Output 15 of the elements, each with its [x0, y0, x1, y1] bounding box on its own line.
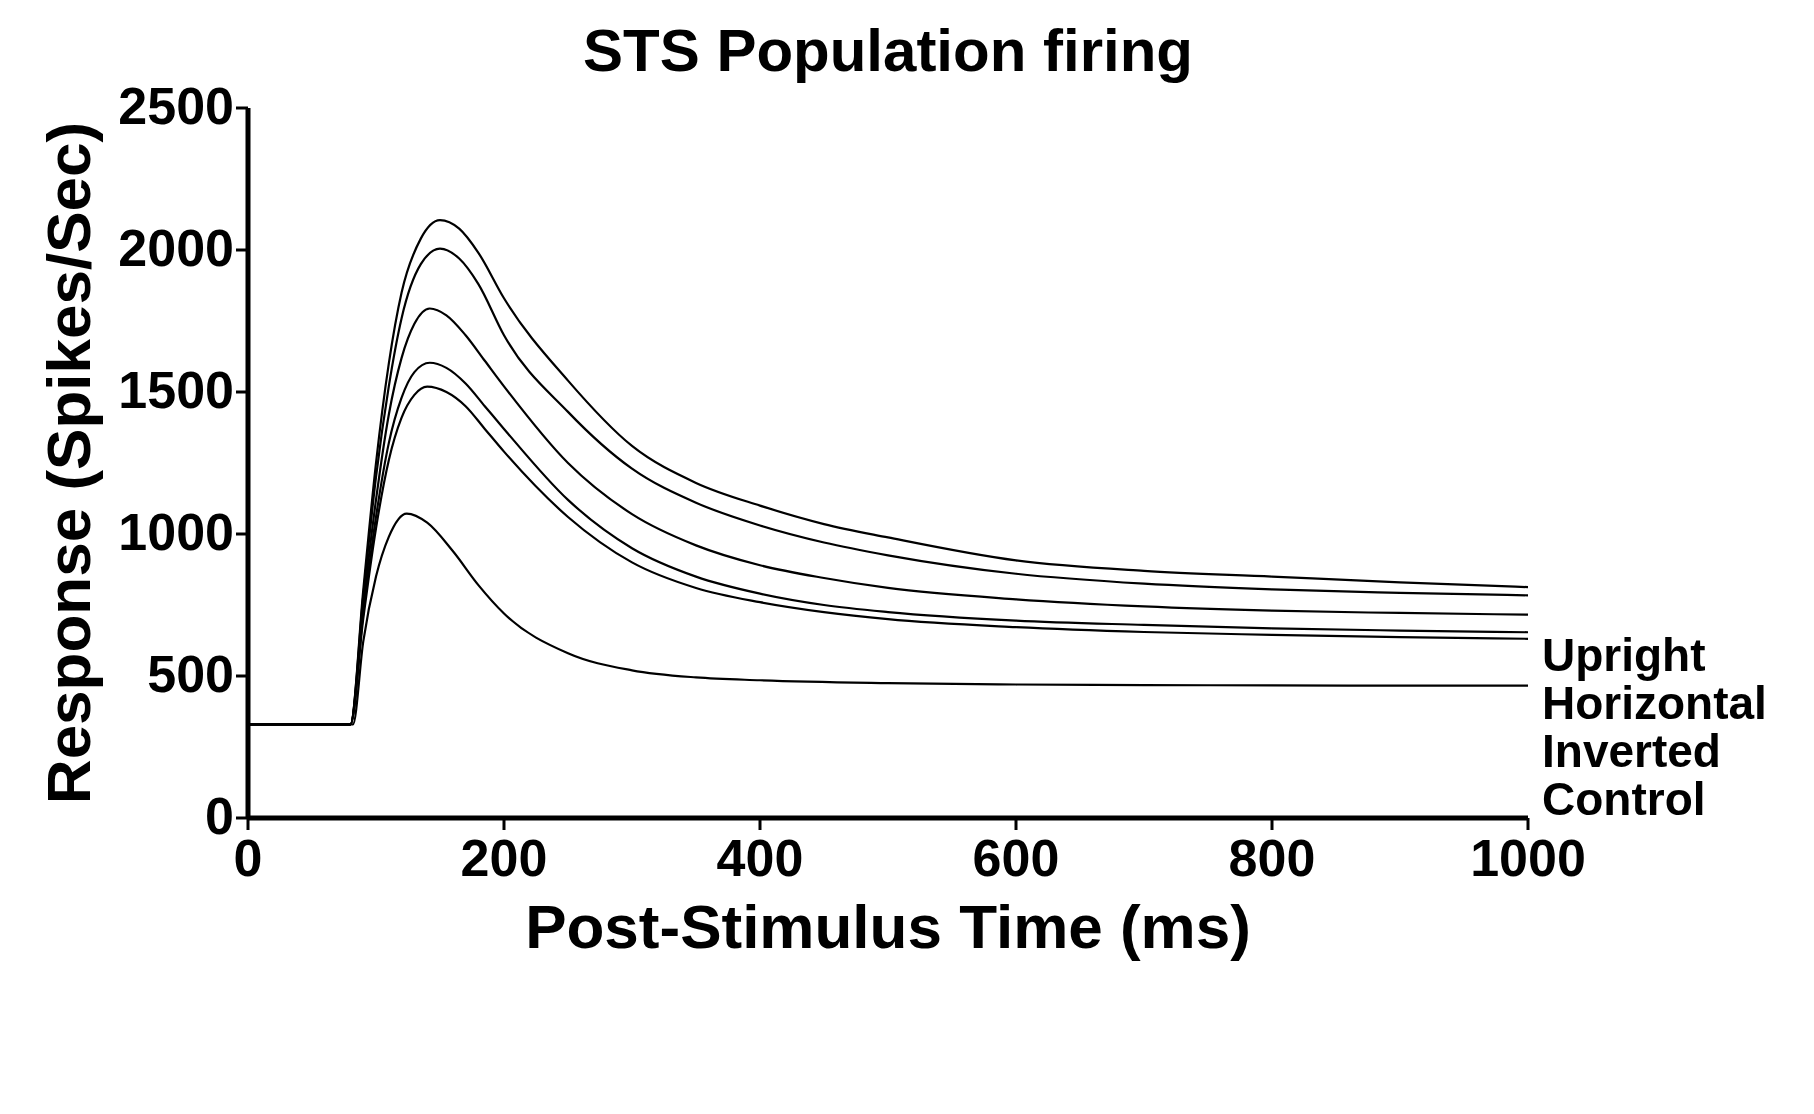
x-tick-label: 400 [716, 829, 804, 887]
y-tick-label: 500 [147, 645, 234, 703]
chart-title: STS Population firing [582, 16, 1194, 85]
y-tick-label: 1000 [118, 503, 234, 561]
x-tick-label: 600 [972, 829, 1060, 887]
x-tick-label: 200 [460, 829, 548, 887]
series-label: Upright [1542, 629, 1706, 682]
y-axis-title: Response (Spikes/Sec) [34, 121, 104, 805]
x-tick-label: 800 [1228, 829, 1316, 887]
x-axis-title: Post-Stimulus Time (ms) [525, 892, 1251, 961]
y-tick-label: 2500 [118, 77, 234, 135]
x-tick-label: 1000 [1470, 829, 1586, 887]
y-tick-label: 0 [205, 787, 234, 845]
y-tick-label: 1500 [118, 361, 234, 419]
y-tick-label: 2000 [118, 219, 234, 277]
